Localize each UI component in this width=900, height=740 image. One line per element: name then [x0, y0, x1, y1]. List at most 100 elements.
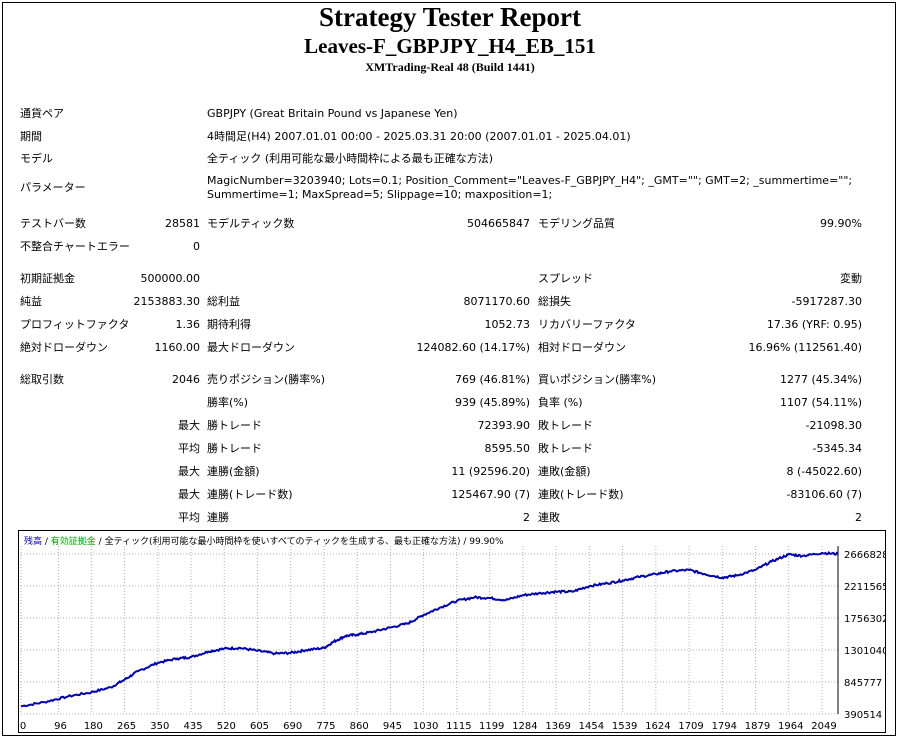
x-tick-label: 1115 — [446, 721, 471, 732]
params-line2: Summertime=1; MaxSpread=5; Slippage=10; … — [207, 188, 553, 201]
total-trades-label: 総取引数 — [20, 373, 64, 386]
x-tick-label: 180 — [84, 721, 103, 732]
legend-effective: 有効証拠金 — [50, 537, 96, 547]
x-tick-label: 0 — [20, 721, 26, 732]
total-trades-value: 2046 — [172, 373, 200, 386]
x-tick-label: 945 — [383, 721, 402, 732]
long-value: 1277 (45.34%) — [779, 373, 862, 386]
y-tick-label: 1756302 — [844, 614, 886, 625]
mismatch-label: 不整合チャートエラー — [20, 240, 130, 253]
x-tick-label: 1284 — [512, 721, 537, 732]
abs-dd-label: 絶対ドローダウン — [20, 341, 108, 354]
chart-legend: 残高 / 有効証拠金 / 全ティック(利用可能な最小時間枠を使いすべてのティック… — [24, 534, 504, 547]
pair-label: 通貨ペア — [20, 107, 64, 120]
bars-value: 28581 — [165, 217, 200, 230]
avg-cons-loss-value: 2 — [855, 511, 862, 524]
legend-separator: / — [42, 537, 51, 547]
params-line1: MagicNumber=3203940; Lots=0.1; Position_… — [207, 174, 853, 187]
x-tick-label: 1030 — [413, 721, 438, 732]
gross-profit-label: 総利益 — [207, 295, 240, 308]
legend-model: 全ティック(利用可能な最小時間枠を使いすべてのティックを生成する、最も正確な方法… — [104, 537, 504, 547]
gross-loss-label: 総損失 — [538, 295, 571, 308]
largest-loss-value: -21098.30 — [805, 419, 862, 432]
cons-loss-trd-label: 連敗(トレード数) — [538, 488, 624, 501]
x-tick-label: 1794 — [712, 721, 737, 732]
expected-value: 1052.73 — [484, 318, 531, 331]
ticks-label: モデルティック数 — [207, 217, 295, 230]
rel-dd-value: 16.96% (112561.40) — [748, 341, 862, 354]
max-dd-value: 124082.60 (14.17%) — [416, 341, 530, 354]
equity-chart: 0 96 180 265 350 435 520 605 690 775 860 945 1030 111… — [18, 530, 886, 733]
short-value: 769 (46.81%) — [454, 373, 530, 386]
x-tick-label: 350 — [150, 721, 169, 732]
modeling-value: 99.90% — [820, 217, 862, 230]
x-tick-label: 1539 — [612, 721, 637, 732]
x-tick-label: 605 — [250, 721, 269, 732]
long-label: 買いポジション(勝率%) — [538, 373, 657, 386]
report-title: Strategy Tester Report — [319, 2, 581, 32]
balance-series-line — [20, 550, 839, 708]
largest-label: 最大 — [178, 419, 200, 432]
short-label: 売りポジション(勝率%) — [207, 373, 326, 386]
avg-cons-loss-label: 連敗 — [538, 511, 560, 524]
cons-loss-amt-label: 連敗(金額) — [538, 465, 591, 478]
cons-loss-amt-value: 8 (-45022.60) — [786, 465, 862, 478]
gross-profit-value: 8071170.60 — [463, 295, 530, 308]
y-tick-label: 2666828 — [844, 550, 886, 561]
modeling-label: モデリング品質 — [538, 217, 615, 230]
expected-label: 期待利得 — [207, 318, 251, 331]
deposit-label: 初期証拠金 — [20, 272, 75, 285]
net-label: 純益 — [20, 295, 42, 308]
period-label: 期間 — [20, 130, 42, 143]
ticks-value: 504665847 — [467, 217, 530, 230]
deposit-value: 500000.00 — [140, 272, 201, 285]
net-value: 2153883.30 — [133, 295, 200, 308]
avg-win-value: 8595.50 — [484, 442, 531, 455]
average-label: 平均 — [178, 442, 200, 455]
model-value: 全ティック (利用可能な最小時間枠による最も正確な方法) — [207, 152, 494, 165]
x-tick-label: 2049 — [811, 721, 836, 732]
recovery-value: 17.36 (YRF: 0.95) — [766, 318, 862, 331]
avg-cons-win-value: 2 — [523, 511, 530, 524]
avg-loss-value: -5345.34 — [812, 442, 862, 455]
legend-separator: / — [95, 537, 105, 547]
lossrate-label: 負率 (%) — [538, 396, 583, 409]
x-tick-label: 520 — [217, 721, 236, 732]
period-value: 4時間足(H4) 2007.01.01 00:00 - 2025.03.31 2… — [207, 130, 631, 143]
pf-label: プロフィットファクタ — [20, 318, 130, 331]
x-tick-label: 1369 — [545, 721, 570, 732]
abs-dd-value: 1160.00 — [154, 341, 201, 354]
x-tick-label: 96 — [54, 721, 67, 732]
largest-win-label: 勝トレード — [207, 419, 262, 432]
avg-cons-win-label: 連勝 — [207, 511, 229, 524]
model-label: モデル — [20, 152, 53, 165]
x-tick-label: 1454 — [579, 721, 604, 732]
x-tick-label: 690 — [283, 721, 302, 732]
cons-wins-trd-label: 連勝(トレード数) — [207, 488, 293, 501]
chart-border — [18, 530, 886, 733]
spread-value: 変動 — [840, 272, 862, 285]
x-tick-label: 1964 — [778, 721, 803, 732]
cons-wins-amt-value: 11 (92596.20) — [451, 465, 530, 478]
cons-wins-amt-label: 連勝(金額) — [207, 465, 260, 478]
recovery-label: リカバリーファクタ — [538, 318, 636, 331]
y-tick-label: 845777 — [844, 678, 882, 689]
x-tick-label: 265 — [117, 721, 136, 732]
largest-loss-label: 敗トレード — [538, 419, 593, 432]
avg-win-label: 勝トレード — [207, 442, 262, 455]
bars-label: テストバー数 — [20, 217, 86, 230]
x-tick-label: 860 — [350, 721, 369, 732]
winrate-label: 勝率(%) — [207, 396, 249, 409]
y-tick-label: 2211565 — [844, 582, 886, 593]
avg-cons-label: 平均 — [178, 511, 200, 524]
max-dd-label: 最大ドローダウン — [207, 341, 295, 354]
x-tick-label: 1624 — [645, 721, 670, 732]
pair-value: GBPJPY (Great Britain Pound vs Japanese … — [207, 107, 458, 120]
largest-win-value: 72393.90 — [477, 419, 531, 432]
x-tick-label: 1879 — [745, 721, 770, 732]
expert-name: Leaves-F_GBPJPY_H4_EB_151 — [304, 34, 596, 58]
y-tick-label: 390514 — [844, 710, 882, 721]
x-tick-label: 435 — [183, 721, 202, 732]
max-cons-trd-label: 最大 — [178, 488, 200, 501]
